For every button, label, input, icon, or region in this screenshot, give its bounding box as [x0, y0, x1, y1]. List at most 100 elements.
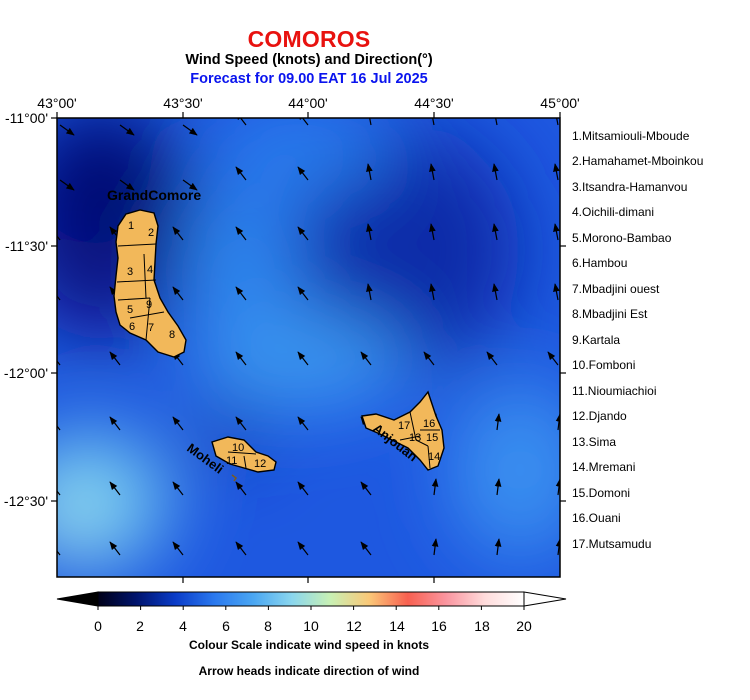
wind-arrow: [297, 481, 309, 496]
wind-arrow: [235, 416, 247, 431]
legend-item: 15.Domoni: [572, 486, 631, 500]
wind-arrow: [423, 351, 435, 366]
region-5-number: 5: [127, 304, 133, 316]
wind-arrow: [547, 351, 559, 366]
region-2-number: 2: [148, 227, 154, 239]
wind-arrow: [109, 481, 121, 496]
wind-arrow: [57, 286, 61, 301]
legend-item: 6.Hambou: [572, 256, 628, 270]
wind-arrow: [553, 223, 560, 241]
wind-arrow: [172, 286, 184, 301]
colorbar-gradient: [97, 591, 525, 607]
grand-comore-island: [113, 209, 187, 358]
wind-arrow: [57, 481, 61, 496]
wind-arrow: [59, 124, 75, 136]
legend-item: 14.Mremani: [572, 460, 636, 474]
wind-arrow: [360, 481, 372, 496]
anjouan-island: [361, 390, 445, 471]
wind-arrow: [119, 124, 135, 136]
legend-item: 11.Nioumiachioi: [572, 384, 657, 398]
wind-arrow: [556, 118, 559, 126]
wind-arrow: [431, 538, 439, 556]
legend-item: 13.Sima: [572, 435, 617, 449]
wind-arrow: [369, 118, 372, 126]
wind-arrow: [235, 541, 247, 556]
wind-arrow: [431, 478, 439, 496]
wind-arrow: [172, 481, 184, 496]
wind-arrow: [494, 538, 502, 556]
wind-arrow: [429, 283, 436, 301]
colorbar-low-triangle: [56, 591, 99, 607]
wind-arrow: [235, 481, 247, 496]
wind-arrow: [366, 283, 373, 301]
wind-arrow: [172, 541, 184, 556]
wind-arrow: [492, 283, 499, 301]
wind-arrow: [360, 541, 372, 556]
wind-arrow: [57, 541, 61, 556]
wind-arrow: [109, 541, 121, 556]
wind-arrow: [235, 166, 247, 181]
wind-arrow: [172, 416, 184, 431]
wind-arrow: [494, 413, 502, 431]
colorbar-tick: 4: [179, 618, 187, 634]
wind-arrow: [297, 541, 309, 556]
region-7-number: 7: [148, 322, 154, 334]
region-number-labels: 1 2 3 4 5 6 7 8 9 10 11 12 13 14 15 16 1…: [127, 220, 440, 470]
legend-item: 17.Mutsamudu: [572, 537, 652, 551]
region-16-number: 16: [423, 418, 435, 430]
wind-arrow: [119, 179, 135, 191]
region-4-number: 4: [147, 264, 153, 276]
region-10-number: 10: [232, 442, 244, 454]
wind-arrow: [297, 286, 309, 301]
wind-arrow: [492, 223, 499, 241]
map-subtitle: Wind Speed (knots) and Direction(°): [185, 52, 433, 68]
colorbar-tick: 16: [431, 618, 447, 634]
region-17-number: 17: [398, 420, 410, 432]
region-6-number: 6: [129, 321, 135, 333]
legend-item: 5.Morono-Bambao: [572, 231, 672, 245]
wind-arrow: [297, 416, 309, 431]
region-12-number: 12: [254, 458, 266, 470]
colorbar-high-triangle: [523, 591, 567, 607]
colorbar-tick: 20: [516, 618, 532, 634]
colorbar-tick-labels: 0 2 4 6 8 10 12 14 16 18 20: [94, 618, 532, 634]
map-title: COMOROS: [247, 26, 371, 52]
longitude-labels: 43°00' 43°30' 44°00' 44°30' 45°00': [37, 95, 579, 111]
wind-arrow: [109, 351, 121, 366]
colour-scale-note: Colour Scale indicate wind speed in knot…: [188, 638, 430, 652]
wind-arrow: [429, 163, 436, 181]
legend-item: 2.Hamahamet-Mboinkou: [572, 154, 704, 168]
moheli-islet: [231, 474, 238, 482]
legend-item: 9.Kartala: [572, 333, 621, 347]
grand-comore-label: GrandComore: [107, 187, 201, 203]
latitude-labels: -11°00' -11°30' -12°00' -12°30': [4, 110, 48, 509]
wind-arrow: [235, 286, 247, 301]
legend-item: 4.Oichili-dimani: [572, 205, 655, 219]
lon-tick-label: 44°30': [414, 95, 453, 111]
colorbar-tick: 14: [389, 618, 405, 634]
region-8-number: 8: [169, 329, 175, 341]
wind-arrow: [492, 163, 499, 181]
wind-speed-colorbar: [56, 591, 567, 610]
lat-tick-label: -11°30': [5, 238, 48, 254]
wind-arrow: [297, 226, 309, 241]
region-13-number: 13: [409, 432, 421, 444]
wind-arrow: [429, 223, 436, 241]
region-11-number: 11: [226, 455, 237, 467]
wind-arrow: [182, 179, 198, 191]
colorbar-tick: 18: [474, 618, 490, 634]
legend-item: 10.Fomboni: [572, 358, 636, 372]
colorbar-tick: 8: [264, 618, 272, 634]
wind-arrow: [432, 118, 435, 126]
wind-arrow: [494, 478, 502, 496]
wind-arrow: [172, 226, 184, 241]
arrow-note: Arrow heads indicate direction of wind: [198, 664, 420, 678]
wind-arrow: [486, 351, 498, 366]
region-9-number: 9: [146, 299, 152, 311]
legend-item: 3.Itsandra-Hamanvou: [572, 180, 688, 194]
region-15-number: 15: [426, 432, 438, 444]
wind-arrow: [553, 163, 560, 181]
legend-item: 12.Djando: [572, 409, 627, 423]
wind-arrow: [182, 124, 198, 136]
